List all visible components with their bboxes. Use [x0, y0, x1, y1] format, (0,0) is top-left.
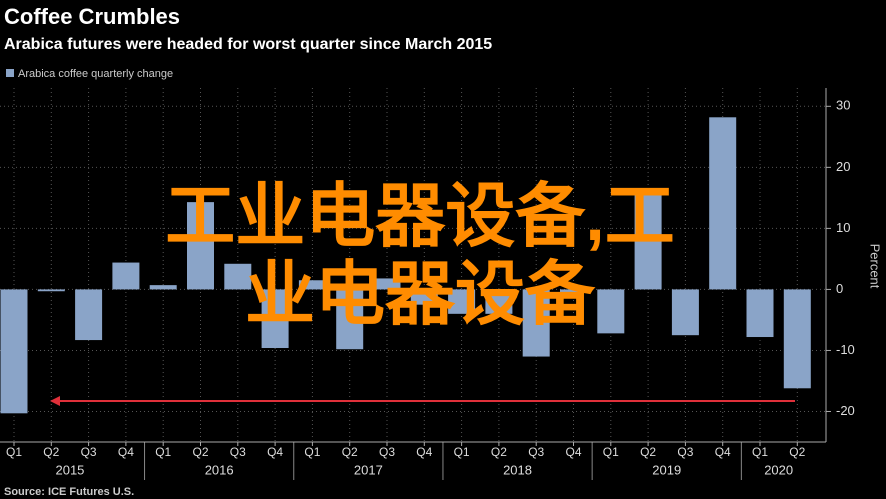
x-tick-label: Q4 [565, 445, 581, 459]
bar [0, 289, 28, 414]
plot: -20 -10 0 10 20 30 Q1 Q2 Q3 Q4 Q1 Q2 Q3 Q4 Q1 Q2 Q3 Q4 Q1 Q… [0, 88, 855, 480]
y-tick-label: 10 [836, 220, 850, 235]
legend-swatch [6, 69, 14, 77]
bar [298, 280, 326, 290]
bar [746, 289, 774, 338]
x-tick-label: Q3 [379, 445, 395, 459]
bar [112, 262, 140, 290]
x-tick-label: Q4 [267, 445, 283, 459]
bar [709, 117, 737, 290]
year-label: 2018 [503, 462, 532, 477]
year-label: 2019 [652, 462, 681, 477]
bar [597, 289, 625, 334]
legend-label: Arabica coffee quarterly change [18, 68, 173, 80]
y-tick-label: 0 [836, 281, 843, 296]
bar [37, 289, 65, 292]
bar [187, 202, 214, 290]
year-label: 2016 [205, 462, 234, 477]
x-tick-label: Q2 [43, 445, 59, 459]
x-tick-label: Q2 [192, 445, 208, 459]
arrow-head [50, 396, 60, 406]
bar [224, 263, 252, 290]
chart-subtitle: Arabica futures were headed for worst qu… [4, 36, 492, 53]
x-tick-label: Q1 [454, 445, 470, 459]
bar [485, 289, 513, 314]
x-tick-label: Q3 [230, 445, 246, 459]
year-label: 2020 [764, 462, 793, 477]
bar [149, 285, 177, 290]
bar [560, 289, 587, 293]
x-tick-label: Q3 [81, 445, 97, 459]
x-tick-label: Q4 [416, 445, 432, 459]
x-tick-label: Q1 [752, 445, 768, 459]
y-tick-label: -20 [836, 403, 855, 418]
bar [522, 289, 550, 357]
y-tick-label: -10 [836, 342, 855, 357]
bar [261, 289, 289, 349]
x-tick-label: Q3 [677, 445, 693, 459]
chart-title: Coffee Crumbles [4, 4, 180, 29]
bar [783, 289, 811, 389]
x-tick-label: Q4 [715, 445, 731, 459]
bar [634, 192, 662, 290]
bar [410, 289, 438, 305]
watermark: 工业电器设备,工业电器设备 [165, 177, 674, 333]
bar [336, 289, 364, 350]
bar [671, 289, 699, 336]
x-tick-label: Q4 [118, 445, 134, 459]
x-tick-label: Q2 [491, 445, 507, 459]
x-tick-label: Q1 [304, 445, 320, 459]
bar [373, 278, 401, 290]
y-tick-label: 20 [836, 159, 850, 174]
bar [448, 289, 476, 314]
x-tick-label: Q1 [155, 445, 171, 459]
x-tick-label: Q1 [603, 445, 619, 459]
x-tick-label: Q2 [640, 445, 656, 459]
x-tick-label: Q1 [6, 445, 22, 459]
x-tick-label: Q2 [789, 445, 805, 459]
y-tick-label: 30 [836, 98, 850, 113]
bar [75, 289, 103, 341]
x-tick-label: Q3 [528, 445, 544, 459]
y-axis-label: Percent [868, 244, 883, 289]
year-label: 2017 [354, 462, 383, 477]
source: Source: ICE Futures U.S. [4, 486, 134, 498]
x-tick-label: Q2 [342, 445, 358, 459]
year-label: 2015 [55, 462, 84, 477]
